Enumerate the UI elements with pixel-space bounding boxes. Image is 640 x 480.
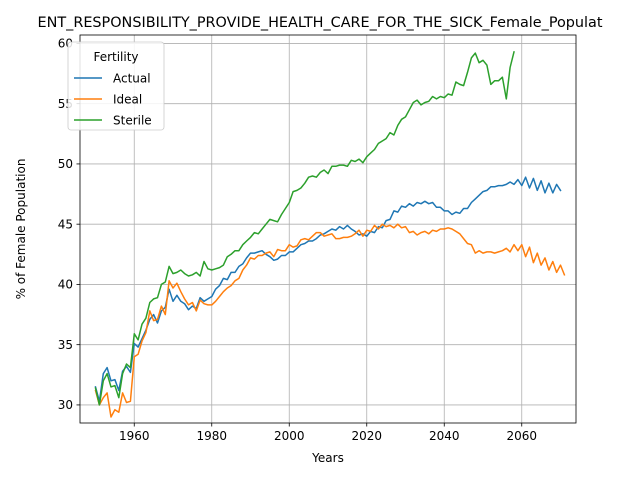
y-tick-label: 45 (58, 217, 73, 231)
series-line-sterile (94, 50, 515, 406)
x-tick-label: 2020 (351, 429, 382, 443)
plot-lines (94, 50, 566, 418)
x-tick-label: 2040 (429, 429, 460, 443)
x-tick-label: 1960 (119, 429, 150, 443)
y-tick-label: 30 (58, 398, 73, 412)
chart-title: ENT_RESPONSIBILITY_PROVIDE_HEALTH_CARE_F… (37, 15, 602, 31)
x-tick-label: 2000 (274, 429, 305, 443)
series-line-actual (94, 176, 562, 403)
x-axis-label: Years (311, 451, 344, 465)
y-axis-label: % of Female Population (14, 159, 28, 300)
legend-entries: Actual Ideal Sterile (74, 71, 152, 127)
legend: Fertility Actual Ideal Sterile (67, 41, 165, 131)
x-tick-label: 1980 (196, 429, 227, 443)
series-line-ideal (94, 223, 566, 418)
y-tick-label: 50 (58, 157, 73, 171)
legend-label-ideal: Ideal (113, 92, 142, 106)
legend-label-actual: Actual (113, 71, 151, 85)
plot-area-frame (79, 34, 577, 424)
legend-box (67, 41, 165, 131)
x-tick-label: 2060 (506, 429, 537, 443)
x-axis-ticks: 1960 1980 2000 2020 2040 2060 (119, 423, 537, 443)
legend-label-sterile: Sterile (113, 113, 152, 127)
y-tick-label: 40 (58, 278, 73, 292)
legend-title: Fertility (93, 50, 138, 64)
y-tick-label: 35 (58, 338, 73, 352)
